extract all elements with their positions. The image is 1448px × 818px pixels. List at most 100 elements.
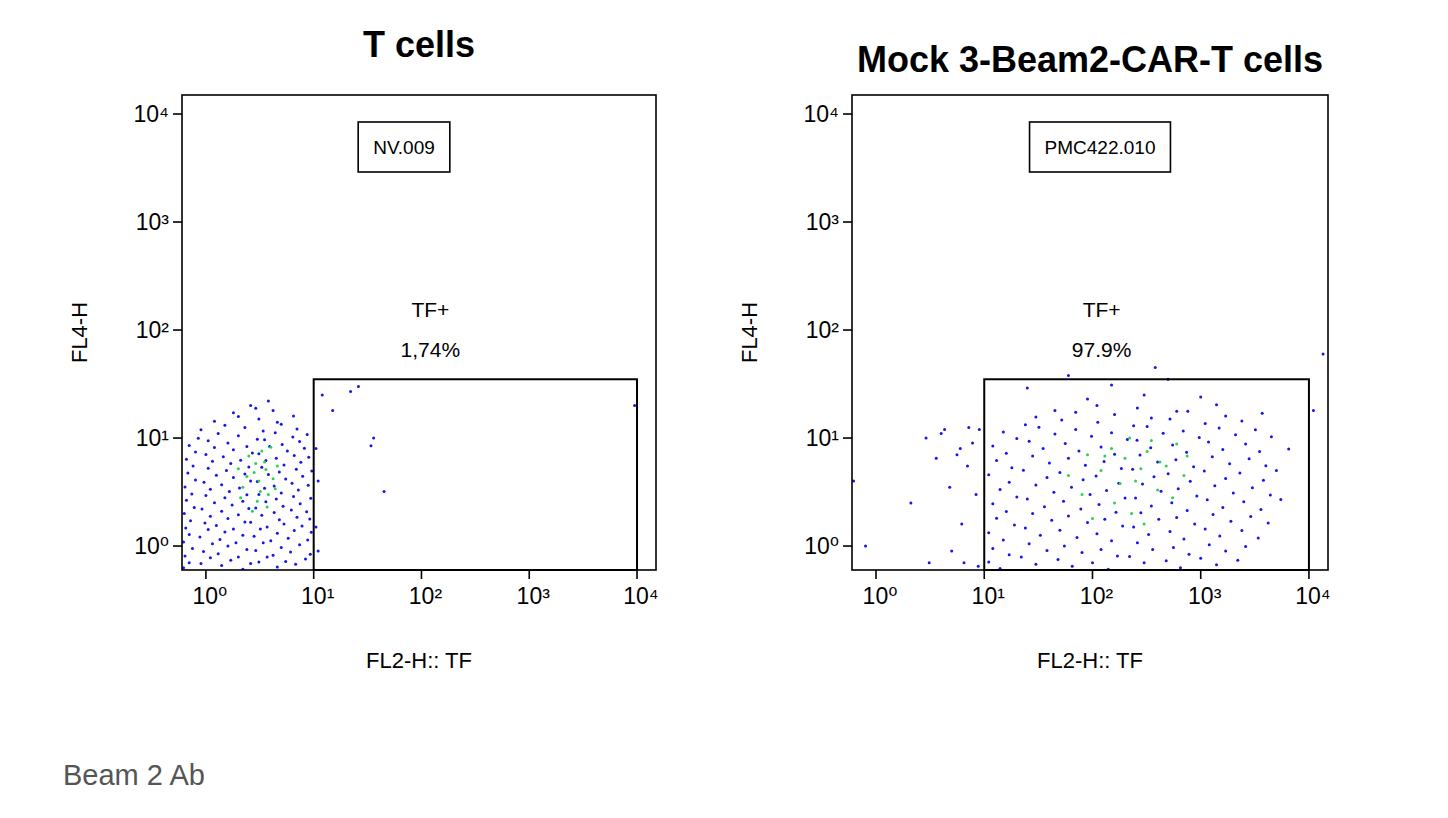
point [1015, 437, 1018, 440]
point [1242, 500, 1245, 503]
point [241, 534, 244, 537]
point [310, 531, 313, 534]
point [253, 535, 256, 538]
point [202, 550, 205, 553]
point [295, 428, 298, 431]
y-tick-label: 10¹ [806, 425, 840, 451]
point [1024, 526, 1027, 529]
point [975, 493, 978, 496]
panel: Mock 3-Beam2-CAR-T cellsTF+97.9%10⁰10¹10… [737, 39, 1331, 673]
point [232, 476, 235, 479]
point [935, 457, 938, 460]
point [1269, 493, 1272, 496]
point [317, 480, 320, 483]
point [1039, 534, 1042, 537]
point [1134, 497, 1137, 500]
point [243, 472, 246, 475]
point [1136, 406, 1139, 409]
gate [314, 379, 637, 570]
point [1067, 457, 1070, 460]
point [1232, 492, 1235, 495]
point [1113, 502, 1116, 505]
gate [984, 379, 1309, 570]
point [864, 545, 867, 548]
point [290, 508, 293, 511]
point [254, 462, 257, 465]
point [1063, 545, 1066, 548]
y-tick [173, 545, 182, 547]
x-axis-label: FL2-H:: TF [366, 648, 472, 673]
point [1132, 526, 1135, 529]
x-tick-label: 10⁴ [623, 583, 658, 609]
point [991, 444, 994, 447]
point [266, 526, 269, 529]
point [1192, 465, 1195, 468]
x-tick [205, 570, 207, 579]
point [280, 491, 283, 494]
point [291, 436, 294, 439]
point [239, 459, 242, 462]
point [1193, 522, 1196, 525]
point [284, 560, 287, 563]
point [260, 466, 263, 469]
point [1218, 534, 1221, 537]
point [194, 451, 197, 454]
point [1113, 413, 1116, 416]
point [1116, 554, 1119, 557]
point [267, 493, 270, 496]
point [960, 522, 963, 525]
point [237, 434, 240, 437]
point [292, 495, 295, 498]
point [1015, 495, 1018, 498]
point [276, 421, 279, 424]
point [1020, 556, 1023, 559]
point [1174, 458, 1177, 461]
point [1141, 483, 1144, 486]
point [1010, 466, 1013, 469]
point [1031, 512, 1034, 515]
point [349, 390, 352, 393]
point [260, 514, 263, 517]
point [1060, 418, 1063, 421]
point [257, 493, 260, 496]
point [276, 465, 279, 468]
point [1043, 505, 1046, 508]
point [257, 480, 260, 483]
x-tick-label: 10² [1080, 583, 1114, 609]
point [372, 437, 375, 440]
point [1110, 447, 1113, 450]
x-tick [421, 570, 423, 579]
point [287, 537, 290, 540]
point [197, 437, 200, 440]
point [1160, 490, 1163, 493]
point [284, 478, 287, 481]
point [303, 447, 306, 450]
gate-label: 97.9% [1072, 338, 1132, 361]
point [1259, 508, 1262, 511]
point [215, 524, 218, 527]
point [298, 440, 301, 443]
point [1058, 471, 1061, 474]
point [1175, 443, 1178, 446]
y-tick-label: 10⁴ [134, 101, 169, 127]
point [1199, 557, 1202, 560]
point [1143, 522, 1146, 525]
point [259, 527, 262, 530]
point [1008, 481, 1011, 484]
point [1165, 559, 1168, 562]
point [1143, 394, 1146, 397]
panel: T cellsTF+1,74%10⁰10¹10²10³10⁴10⁰10¹10²1… [67, 24, 659, 673]
point [1095, 404, 1098, 407]
point [232, 448, 235, 451]
point [357, 385, 360, 388]
point [1221, 506, 1224, 509]
y-axis-label: FL4-H [737, 302, 762, 363]
point [203, 522, 206, 525]
point [263, 487, 266, 490]
y-tick [173, 329, 182, 331]
point [209, 556, 212, 559]
point [269, 539, 272, 542]
point [1234, 433, 1237, 436]
point [1149, 446, 1152, 449]
point [245, 493, 248, 496]
